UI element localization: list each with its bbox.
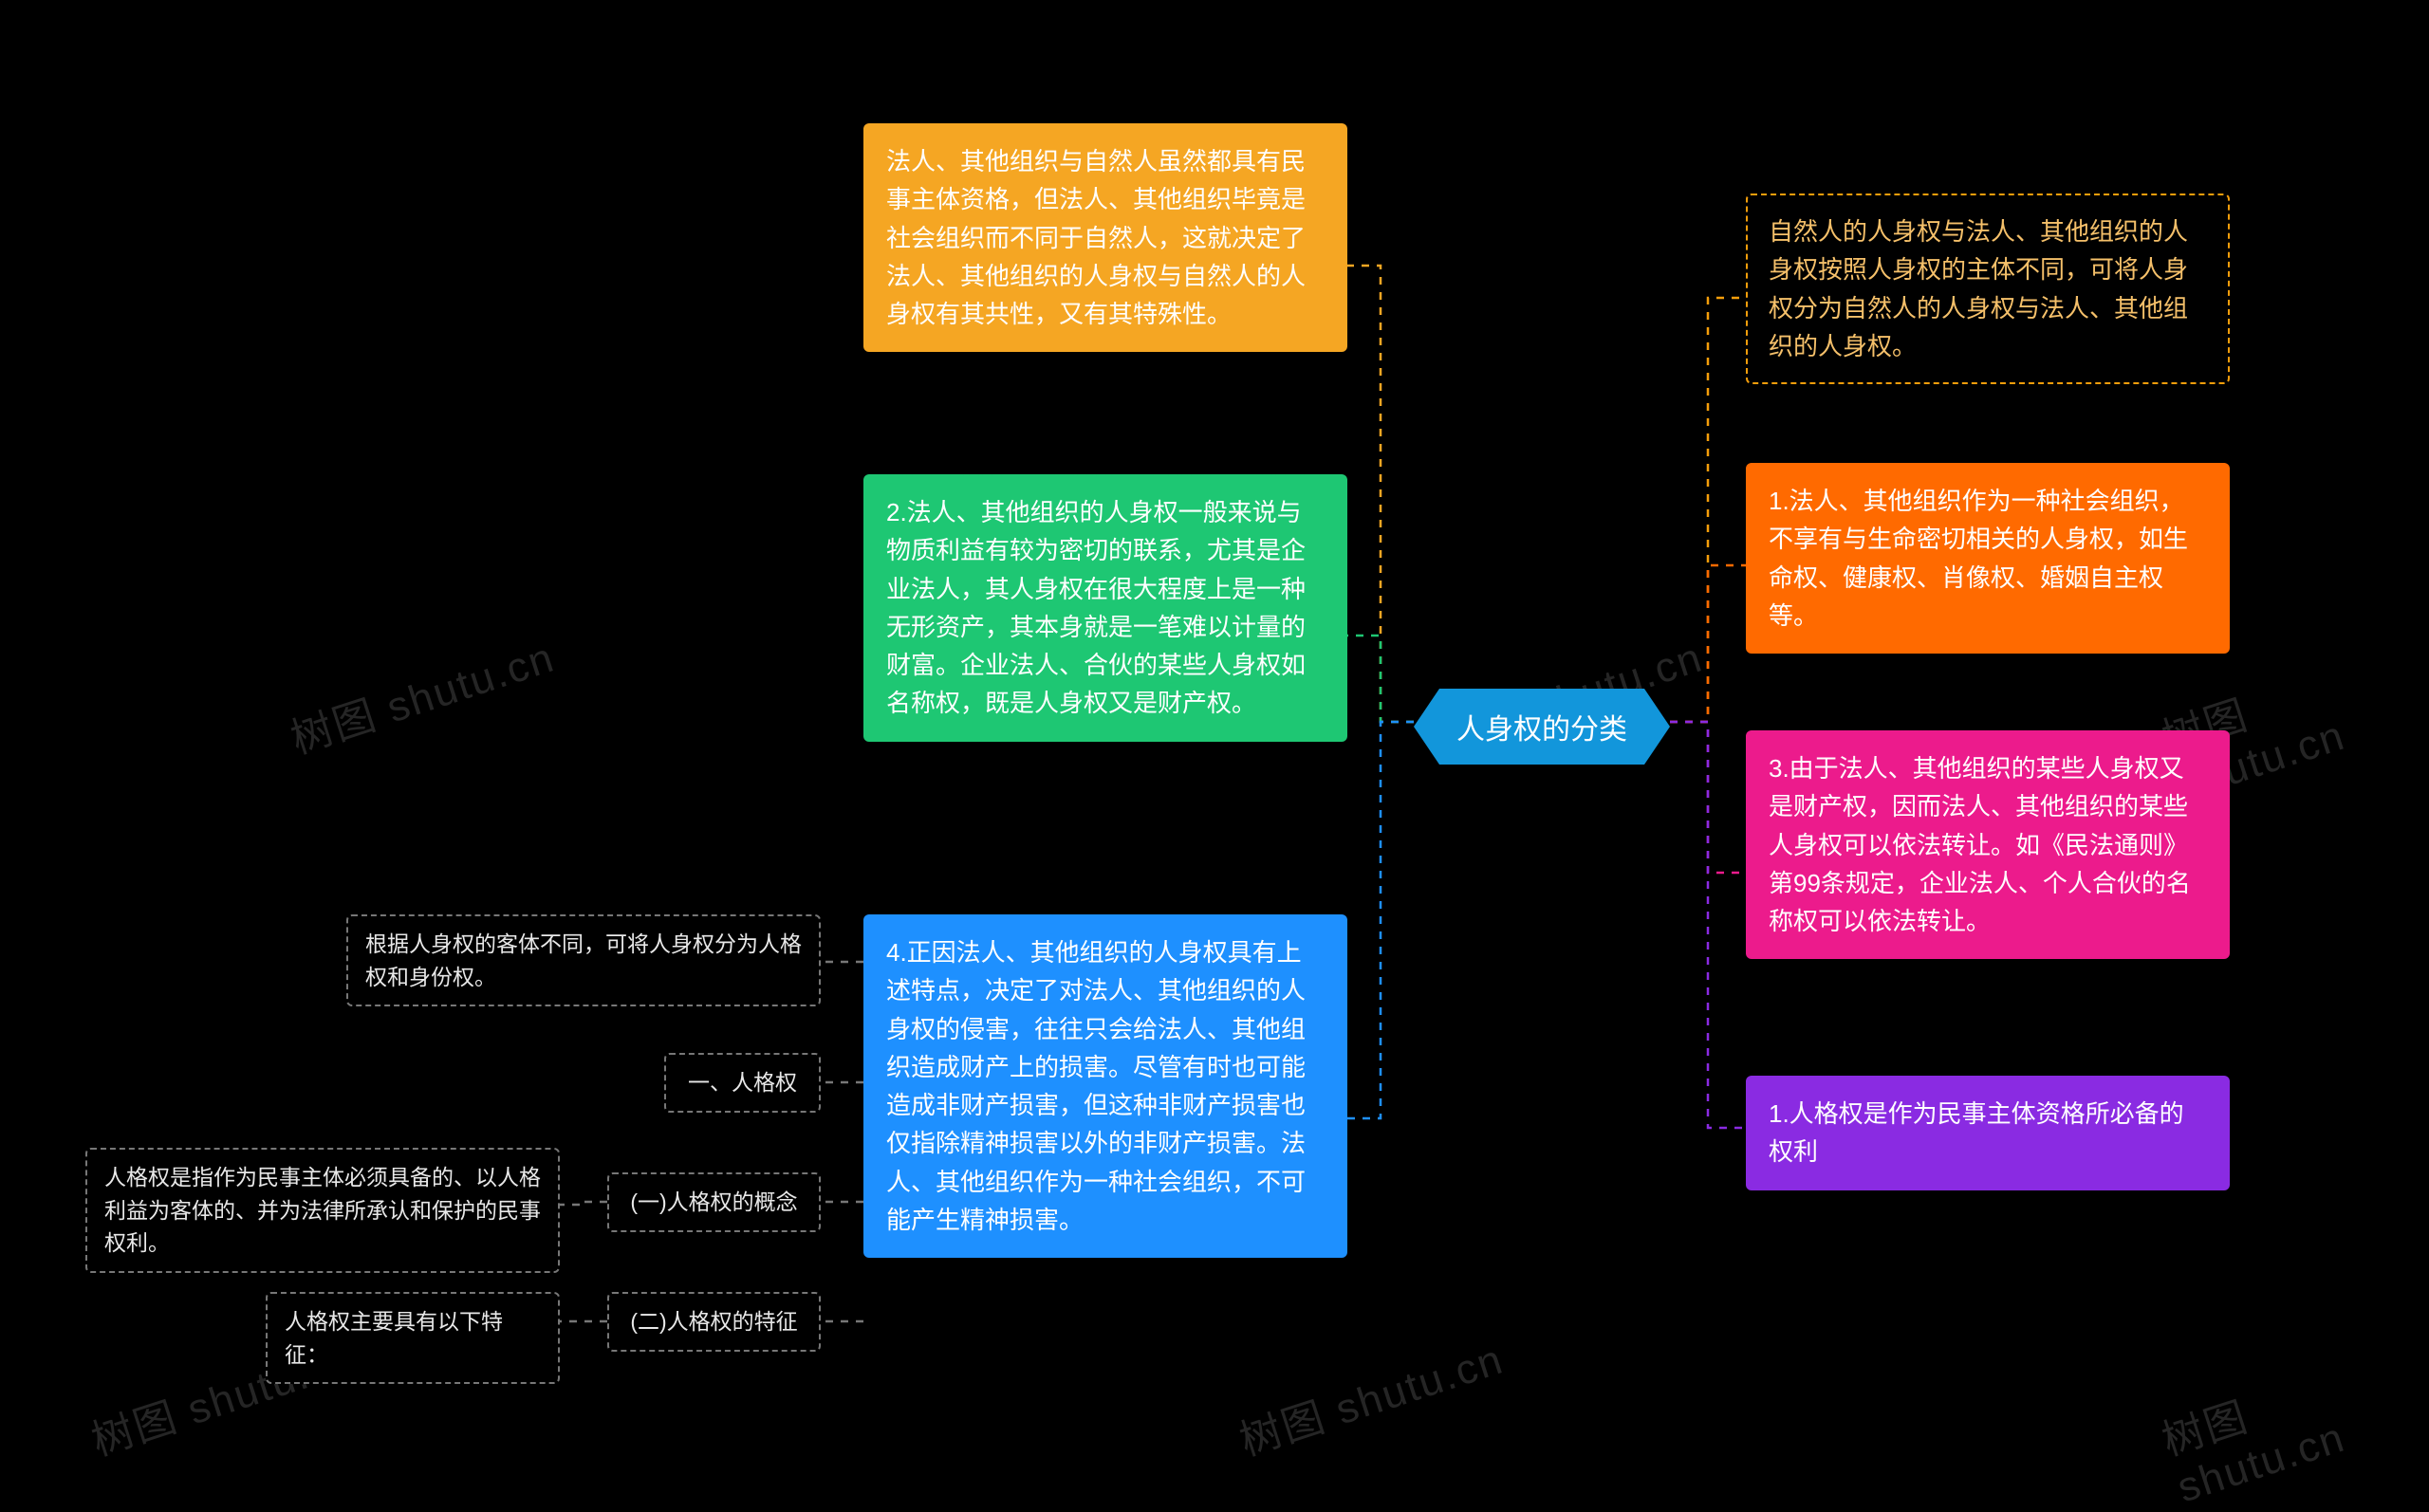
node-l2[interactable]: 2.法人、其他组织的人身权一般来说与物质利益有较为密切的联系，尤其是企业法人，其… xyxy=(863,474,1347,742)
node-r1[interactable]: 自然人的人身权与法人、其他组织的人身权按照人身权的主体不同，可将人身权分为自然人… xyxy=(1746,194,2230,384)
watermark: 树图 shutu.cn xyxy=(282,623,561,765)
node-r4[interactable]: 1.人格权是作为民事主体资格所必备的权利 xyxy=(1746,1076,2230,1190)
node-r2[interactable]: 1.法人、其他组织作为一种社会组织，不享有与生命密切相关的人身权，如生命权、健康… xyxy=(1746,463,2230,654)
node-s1[interactable]: 根据人身权的客体不同，可将人身权分为人格权和身份权。 xyxy=(346,914,821,1006)
node-r3[interactable]: 3.由于法人、其他组织的某些人身权又是财产权，因而法人、其他组织的某些人身权可以… xyxy=(1746,730,2230,959)
node-s2[interactable]: 一、人格权 xyxy=(664,1053,821,1113)
node-s3[interactable]: (一)人格权的概念 xyxy=(607,1172,821,1232)
watermark: 树图 shutu.cn xyxy=(2153,1328,2429,1512)
node-l3[interactable]: 4.正因法人、其他组织的人身权具有上述特点，决定了对法人、其他组织的人身权的侵害… xyxy=(863,914,1347,1258)
node-s6[interactable]: 人格权主要具有以下特征： xyxy=(266,1292,560,1384)
center-node[interactable]: 人身权的分类 xyxy=(1414,689,1670,765)
watermark: 树图 shutu.cn xyxy=(1231,1325,1510,1467)
node-l1[interactable]: 法人、其他组织与自然人虽然都具有民事主体资格，但法人、其他组织毕竟是社会组织而不… xyxy=(863,123,1347,352)
node-s4[interactable]: (二)人格权的特征 xyxy=(607,1292,821,1352)
node-s5[interactable]: 人格权是指作为民事主体必须具备的、以人格利益为客体的、并为法律所承认和保护的民事… xyxy=(85,1148,560,1273)
